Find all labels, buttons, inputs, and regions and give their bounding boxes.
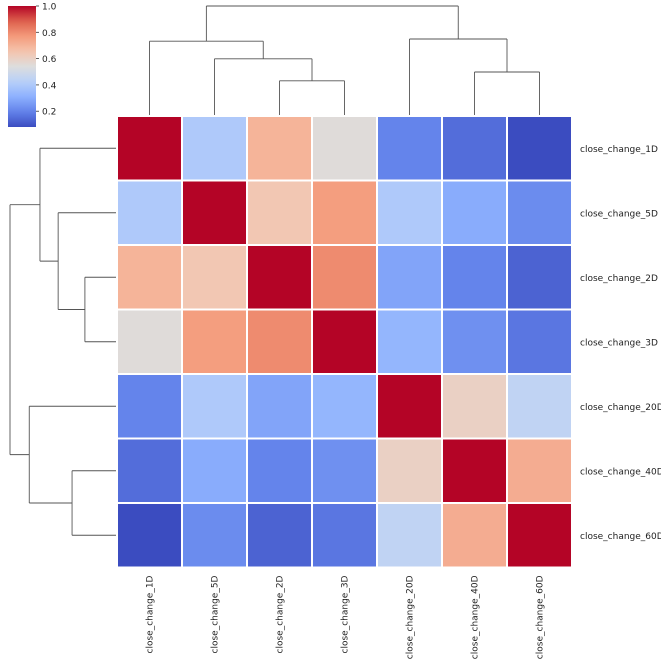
heatmap-cell bbox=[116, 244, 183, 311]
heatmap-cell bbox=[376, 373, 443, 440]
heatmap-cell bbox=[506, 308, 573, 375]
heatmap-cell bbox=[311, 437, 378, 504]
heatmap-cell bbox=[376, 502, 443, 569]
heatmap-cell bbox=[441, 308, 508, 375]
heatmap-cell bbox=[116, 179, 183, 246]
heatmap-cell bbox=[441, 502, 508, 569]
colorbar-tick-label: 0.2 bbox=[42, 108, 56, 118]
heatmap-cell bbox=[311, 115, 378, 182]
heatmap-cell bbox=[311, 179, 378, 246]
heatmap-cell bbox=[116, 502, 183, 569]
colorbar-gradient bbox=[8, 6, 36, 127]
colorbar: 0.2 0.4 0.6 0.8 1.0 bbox=[8, 3, 57, 127]
heatmap-cell bbox=[311, 308, 378, 375]
heatmap-cell bbox=[181, 437, 248, 504]
heatmap-cell bbox=[246, 244, 313, 311]
row-label: close_change_2D bbox=[580, 274, 658, 284]
heatmap-cell bbox=[376, 308, 443, 375]
heatmap-cell bbox=[181, 308, 248, 375]
heatmap-cell bbox=[246, 115, 313, 182]
row-label: close_change_5D bbox=[580, 209, 658, 219]
column-dendrogram bbox=[149, 5, 540, 116]
heatmap-cell bbox=[441, 244, 508, 311]
row-label: close_change_60D bbox=[580, 532, 661, 542]
column-labels: close_change_1D close_change_5D close_chan… bbox=[146, 575, 546, 659]
column-label: close_change_20D bbox=[406, 575, 416, 659]
row-label: close_change_40D bbox=[580, 467, 661, 477]
heatmap-cell bbox=[116, 437, 183, 504]
heatmap-cell bbox=[116, 373, 183, 440]
colorbar-tick-label: 0.6 bbox=[42, 55, 57, 65]
colorbar-tick-label: 0.4 bbox=[42, 81, 57, 91]
heatmap-cell bbox=[441, 437, 508, 504]
heatmap-cell bbox=[506, 244, 573, 311]
column-label: close_change_40D bbox=[471, 575, 481, 659]
heatmap-cell bbox=[246, 373, 313, 440]
heatmap-cell bbox=[441, 179, 508, 246]
heatmap-cell bbox=[311, 373, 378, 440]
heatmap-cell bbox=[181, 115, 248, 182]
row-label: close_change_1D bbox=[580, 145, 658, 155]
heatmap-cell bbox=[246, 437, 313, 504]
heatmap-cell bbox=[506, 502, 573, 569]
heatmap-cell bbox=[116, 115, 183, 182]
heatmap-cell bbox=[181, 244, 248, 311]
column-label: close_change_3D bbox=[341, 575, 351, 653]
heatmap-cell bbox=[311, 244, 378, 311]
heatmap-cell bbox=[311, 502, 378, 569]
column-label: close_change_5D bbox=[211, 575, 221, 653]
heatmap-cell bbox=[506, 115, 573, 182]
row-dendrogram bbox=[9, 147, 117, 536]
heatmap-cell bbox=[506, 437, 573, 504]
colorbar-tick-label: 0.8 bbox=[42, 29, 57, 39]
row-label: close_change_3D bbox=[580, 338, 658, 348]
heatmap-cell bbox=[376, 179, 443, 246]
colorbar-tick-label: 1.0 bbox=[42, 3, 57, 13]
heatmap-cell bbox=[441, 373, 508, 440]
heatmap-cell bbox=[506, 373, 573, 440]
heatmap-cell bbox=[441, 115, 508, 182]
row-labels: close_change_1D close_change_5D close_chan… bbox=[580, 145, 661, 542]
column-label: close_change_1D bbox=[146, 575, 156, 653]
heatmap-grid bbox=[116, 115, 573, 569]
heatmap-cell bbox=[181, 179, 248, 246]
heatmap-cell bbox=[376, 244, 443, 311]
heatmap-cell bbox=[181, 373, 248, 440]
heatmap-cell bbox=[246, 179, 313, 246]
heatmap-cell bbox=[246, 502, 313, 569]
heatmap-cell bbox=[506, 179, 573, 246]
column-label: close_change_60D bbox=[536, 575, 546, 659]
heatmap-cell bbox=[376, 115, 443, 182]
heatmap-cell bbox=[181, 502, 248, 569]
heatmap-cell bbox=[246, 308, 313, 375]
row-label: close_change_20D bbox=[580, 403, 661, 413]
heatmap-cell bbox=[116, 308, 183, 375]
column-label: close_change_2D bbox=[276, 575, 286, 653]
heatmap-cell bbox=[376, 437, 443, 504]
